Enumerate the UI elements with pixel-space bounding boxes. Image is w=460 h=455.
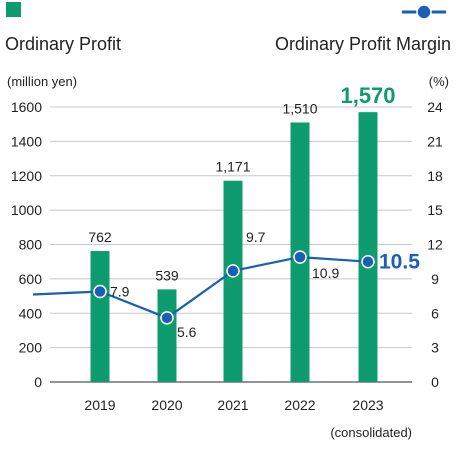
- bar-value-label: 1,570: [340, 83, 395, 108]
- legend-bar-swatch: [6, 2, 21, 17]
- margin-value-label: 5.6: [177, 324, 197, 340]
- x-tick-label: 2022: [284, 397, 315, 413]
- margin-point-2019: [93, 284, 107, 299]
- bar-value-label: 1,510: [282, 100, 317, 116]
- right-axis-unit: (%): [429, 74, 449, 89]
- bar-2019: [90, 251, 110, 382]
- right-tick-label: 18: [427, 168, 443, 184]
- margin-line: [32, 250, 375, 325]
- right-tick-label: 0: [431, 374, 439, 390]
- margin-value-label: 9.7: [246, 229, 266, 245]
- right-tick-label: 6: [431, 305, 439, 321]
- bar-value-label: 1,171: [215, 159, 250, 175]
- margin-line-path: [32, 255, 369, 320]
- right-tick-label: 21: [427, 133, 443, 149]
- margin-value-label: 7.9: [110, 283, 130, 299]
- left-tick-label: 800: [19, 237, 43, 253]
- x-tick-label: 2020: [151, 397, 182, 413]
- right-tick-label: 15: [427, 202, 443, 218]
- right-tick-label: 3: [431, 340, 439, 356]
- left-tick-label: 600: [19, 271, 43, 287]
- data-labels: 762 539 1,171 1,510 1,570 7.9 5.6 9.7 10.9 10.5: [88, 83, 420, 340]
- bar-2021: [223, 180, 243, 382]
- bar-2023: [358, 112, 378, 382]
- bar-2020: [157, 289, 177, 382]
- legend-bar-label: Ordinary Profit: [5, 34, 121, 54]
- axes: 0 200 400 600 800 1000 1200 1400 1600 0 3 6 9 12 15 18 2…: [11, 99, 443, 413]
- bars: [90, 112, 378, 382]
- bar-value-label: 539: [155, 267, 179, 283]
- left-tick-label: 1200: [11, 168, 42, 184]
- margin-point-2022: [293, 250, 307, 264]
- left-tick-label: 0: [34, 374, 42, 390]
- legend: Ordinary Profit Ordinary Profit Margin: [5, 2, 451, 54]
- x-tick-label: 2023: [352, 397, 383, 413]
- legend-line-marker: [416, 4, 432, 20]
- x-tick-label: 2021: [217, 397, 248, 413]
- margin-point-2021: [226, 264, 240, 278]
- x-tick-label: 2019: [84, 397, 115, 413]
- right-tick-label: 24: [427, 99, 443, 115]
- left-tick-label: 400: [19, 305, 43, 321]
- margin-value-label: 10.5: [379, 251, 420, 274]
- bar-value-label: 762: [88, 229, 112, 245]
- footnote: (consolidated): [330, 425, 412, 440]
- left-tick-label: 1600: [11, 99, 42, 115]
- right-tick-label: 9: [431, 271, 439, 287]
- legend-line-label: Ordinary Profit Margin: [275, 34, 451, 54]
- right-tick-label: 12: [427, 237, 443, 253]
- left-axis-unit: (million yen): [7, 74, 77, 89]
- left-tick-label: 1400: [11, 133, 42, 149]
- margin-point-2020: [160, 311, 174, 325]
- left-tick-label: 200: [19, 340, 43, 356]
- left-tick-label: 1000: [11, 202, 42, 218]
- margin-value-label: 10.9: [312, 265, 339, 281]
- margin-point-2023: [361, 254, 375, 269]
